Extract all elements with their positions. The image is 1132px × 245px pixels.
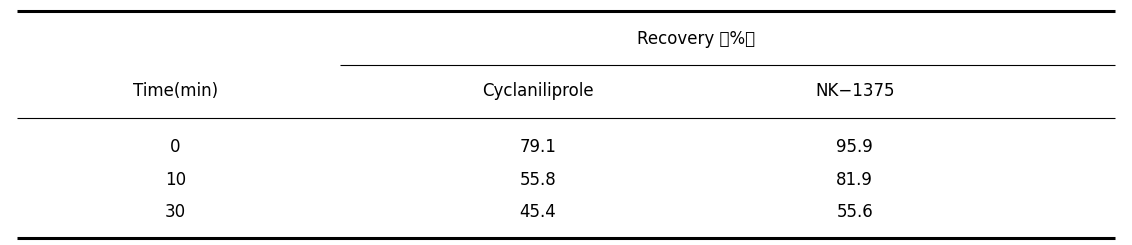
Text: 79.1: 79.1 xyxy=(520,138,556,156)
Text: 55.6: 55.6 xyxy=(837,203,873,221)
Text: 81.9: 81.9 xyxy=(837,171,873,189)
Text: 0: 0 xyxy=(170,138,181,156)
Text: 30: 30 xyxy=(165,203,186,221)
Text: Cyclaniliprole: Cyclaniliprole xyxy=(482,83,593,100)
Text: 95.9: 95.9 xyxy=(837,138,873,156)
Text: 10: 10 xyxy=(165,171,186,189)
Text: NK−1375: NK−1375 xyxy=(815,83,894,100)
Text: Recovery （%）: Recovery （%） xyxy=(637,30,755,48)
Text: 55.8: 55.8 xyxy=(520,171,556,189)
Text: 45.4: 45.4 xyxy=(520,203,556,221)
Text: Time(min): Time(min) xyxy=(132,83,218,100)
